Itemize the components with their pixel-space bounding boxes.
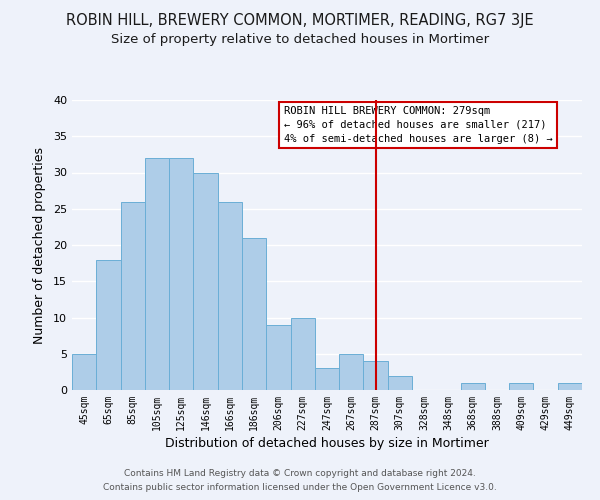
Bar xyxy=(169,158,193,390)
Text: Contains public sector information licensed under the Open Government Licence v3: Contains public sector information licen… xyxy=(103,484,497,492)
Bar xyxy=(121,202,145,390)
Bar xyxy=(509,383,533,390)
Bar xyxy=(193,172,218,390)
Text: Size of property relative to detached houses in Mortimer: Size of property relative to detached ho… xyxy=(111,32,489,46)
Bar xyxy=(96,260,121,390)
Bar xyxy=(315,368,339,390)
Text: ROBIN HILL, BREWERY COMMON, MORTIMER, READING, RG7 3JE: ROBIN HILL, BREWERY COMMON, MORTIMER, RE… xyxy=(66,12,534,28)
Bar xyxy=(145,158,169,390)
Bar xyxy=(218,202,242,390)
Bar xyxy=(242,238,266,390)
Bar xyxy=(388,376,412,390)
Bar xyxy=(558,383,582,390)
Bar xyxy=(461,383,485,390)
Bar xyxy=(266,325,290,390)
Bar xyxy=(290,318,315,390)
Bar xyxy=(72,354,96,390)
Text: Contains HM Land Registry data © Crown copyright and database right 2024.: Contains HM Land Registry data © Crown c… xyxy=(124,468,476,477)
Bar xyxy=(364,361,388,390)
Text: ROBIN HILL BREWERY COMMON: 279sqm
← 96% of detached houses are smaller (217)
4% : ROBIN HILL BREWERY COMMON: 279sqm ← 96% … xyxy=(284,106,553,144)
Y-axis label: Number of detached properties: Number of detached properties xyxy=(33,146,46,344)
Bar xyxy=(339,354,364,390)
X-axis label: Distribution of detached houses by size in Mortimer: Distribution of detached houses by size … xyxy=(165,437,489,450)
